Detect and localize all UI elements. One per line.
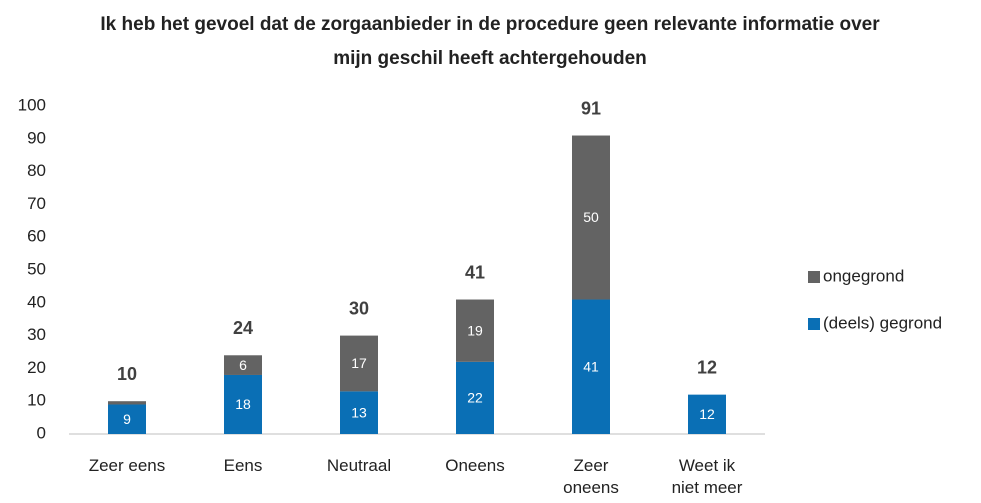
chart-title: Ik heb het gevoel dat de zorgaanbieder i… — [100, 14, 880, 69]
x-tick-label: Oneens — [445, 456, 505, 475]
y-tick-label: 80 — [27, 161, 46, 180]
value-label: 19 — [467, 322, 483, 338]
legend-label: (deels) gegrond — [823, 313, 942, 332]
bar-segment — [340, 335, 378, 392]
y-tick-label: 10 — [27, 391, 46, 410]
total-label: 10 — [117, 364, 137, 384]
value-label: 6 — [239, 357, 247, 373]
value-label: 13 — [351, 404, 367, 420]
legend-swatch — [808, 271, 820, 283]
x-tick-label: Eens — [223, 456, 263, 475]
legend-label: ongegrond — [823, 266, 904, 285]
bar-segment — [108, 401, 146, 405]
legend-swatch — [808, 318, 820, 330]
total-label: 12 — [697, 357, 717, 377]
y-tick-label: 20 — [27, 358, 46, 377]
total-label: 30 — [349, 298, 369, 318]
bar-segment — [224, 355, 262, 375]
total-label: 24 — [233, 318, 253, 338]
y-tick-label: 0 — [37, 423, 46, 442]
x-tick-label: Zeer eens — [88, 456, 166, 475]
x-tick-label: Zeer oneens — [563, 456, 619, 497]
value-label: 17 — [351, 355, 367, 371]
y-tick-label: 100 — [18, 95, 46, 114]
bar-segment — [456, 299, 494, 362]
bar-segment — [224, 374, 262, 434]
y-tick-label: 40 — [27, 292, 46, 311]
value-label: 41 — [583, 358, 599, 374]
y-tick-label: 90 — [27, 128, 46, 147]
value-label: 50 — [583, 209, 599, 225]
value-label: 18 — [235, 396, 251, 412]
bar-segment — [572, 299, 610, 434]
value-label: 9 — [123, 411, 131, 427]
y-tick-label: 50 — [27, 259, 46, 278]
bar-segment — [688, 394, 726, 434]
bar-segment — [572, 135, 610, 300]
total-label: 91 — [581, 98, 601, 118]
total-label: 41 — [465, 262, 485, 282]
bar-segment — [108, 404, 146, 434]
x-tick-label: Neutraal — [326, 456, 392, 475]
y-tick-label: 30 — [27, 325, 46, 344]
bar-segment — [456, 361, 494, 434]
value-label: 12 — [699, 406, 715, 422]
bar-segment — [340, 391, 378, 434]
y-tick-label: 60 — [27, 227, 46, 246]
value-label: 22 — [467, 390, 483, 406]
x-tick-label: Weet ik niet meer — [671, 456, 743, 497]
y-tick-label: 70 — [27, 194, 46, 213]
